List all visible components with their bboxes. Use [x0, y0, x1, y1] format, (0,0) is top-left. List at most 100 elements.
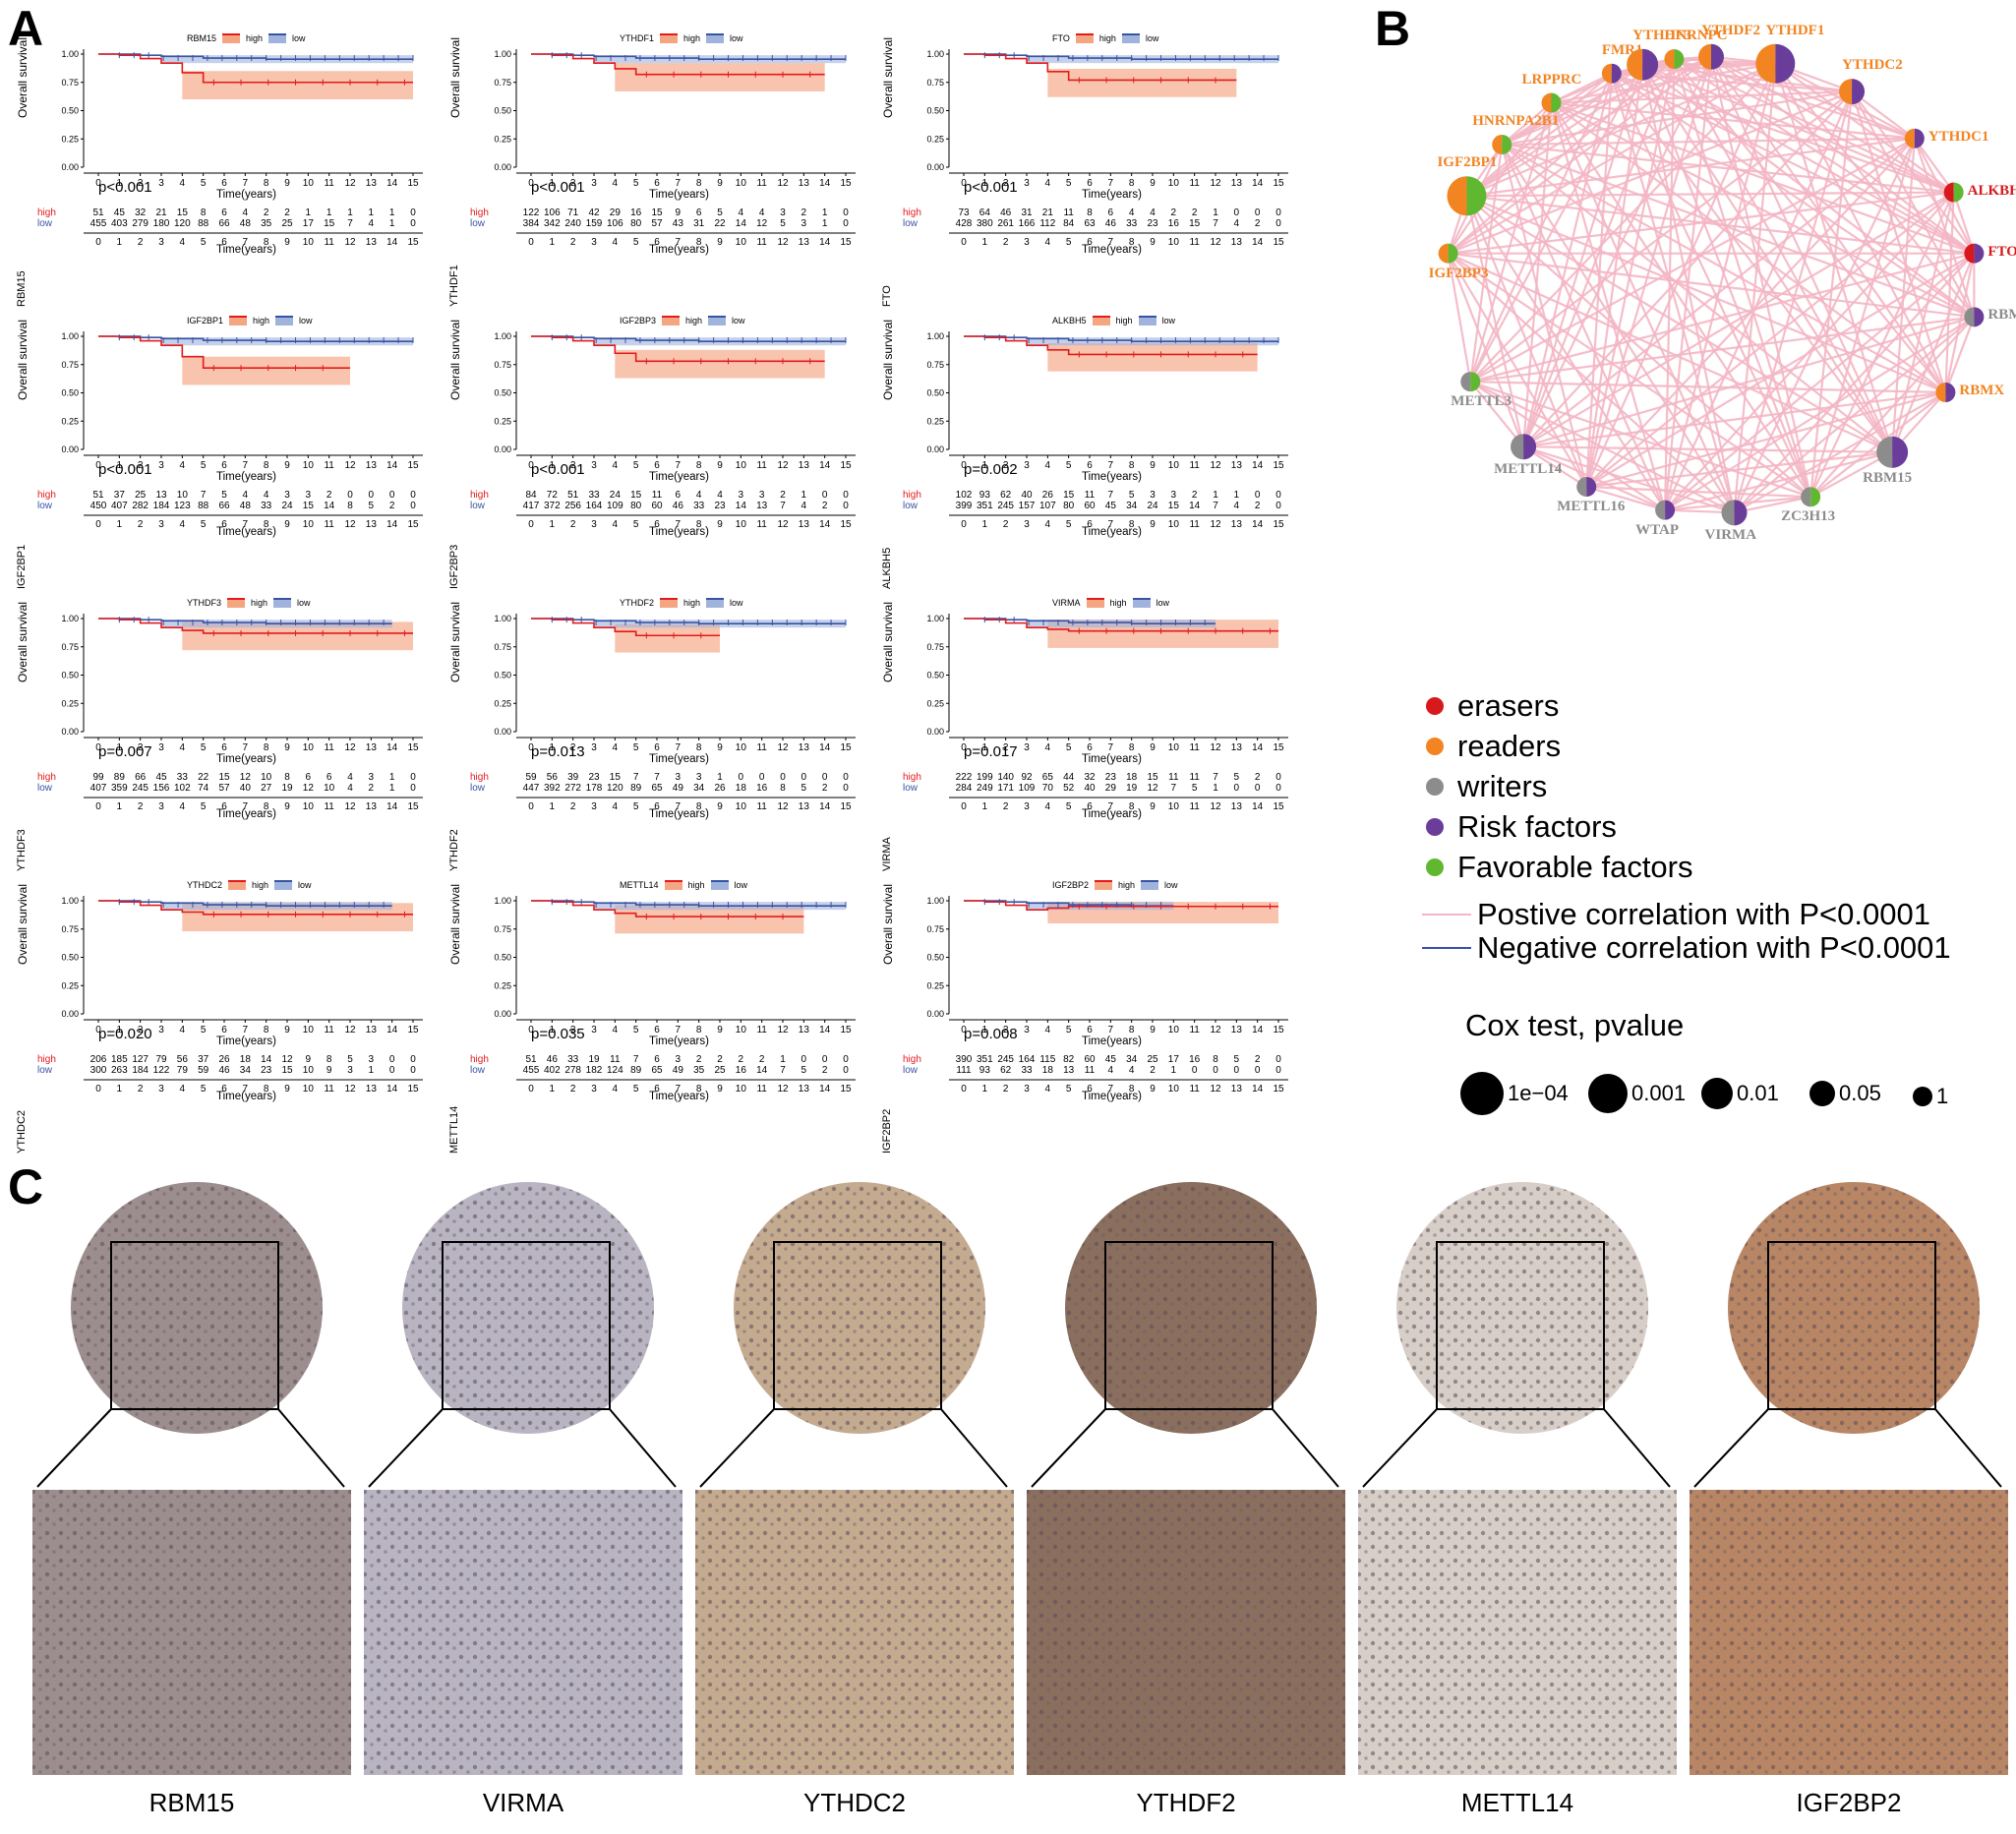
y-tick-label: 0.75 — [61, 924, 79, 934]
risk-low-count: 74 — [198, 783, 209, 794]
risk-low-count: 0 — [1275, 218, 1281, 229]
risk-low-count: 22 — [714, 218, 726, 229]
risk-x-tick-label: 15 — [407, 1084, 419, 1094]
risk-high-count: 8 — [326, 1054, 332, 1065]
risk-low-count: 249 — [976, 783, 993, 794]
ihc-column-ythdf2: YTHDF2 — [1024, 1170, 1348, 1829]
risk-high-count: 39 — [567, 772, 579, 783]
legend-low-swatch — [1141, 880, 1159, 890]
risk-low-count: 403 — [110, 218, 128, 229]
risk-x-tick-label: 8 — [696, 1084, 702, 1094]
x-tick-label: 8 — [696, 178, 702, 189]
risk-high-count: 10 — [261, 772, 272, 783]
node-risk-half — [1974, 243, 1985, 264]
positive-correlation-edge — [1913, 138, 1955, 194]
risk-high-count: 8 — [1213, 1054, 1218, 1065]
risk-high-count: 11 — [1063, 207, 1074, 218]
positive-correlation-edge — [1551, 89, 1853, 104]
risk-x-tick-label: 12 — [344, 801, 356, 812]
x-tick-label: 1 — [982, 460, 988, 471]
y-tick-label: 1.00 — [926, 896, 944, 906]
positive-correlation-edge — [1550, 101, 1812, 498]
risk-low-count: 0 — [843, 1065, 849, 1076]
legend-high-label: high — [253, 316, 270, 325]
km-y-label: Overall survival — [881, 319, 895, 400]
km-x-label: Time(years) — [1082, 471, 1142, 483]
risk-x-tick-label: 12 — [344, 1084, 356, 1094]
risk-high-count: 0 — [800, 772, 807, 783]
risk-high-count: 73 — [958, 207, 970, 218]
risk-low-count: 0 — [1254, 1065, 1261, 1076]
risk-x-label: Time(years) — [1082, 526, 1142, 538]
risk-low-count: 34 — [239, 1065, 251, 1076]
risk-x-tick-label: 13 — [799, 519, 810, 530]
km-x-label: Time(years) — [649, 471, 709, 483]
risk-x-tick-label: 0 — [95, 1084, 101, 1094]
risk-high-count: 115 — [1039, 1054, 1056, 1065]
risk-high-count: 2 — [717, 1054, 723, 1065]
legend-low-swatch — [1132, 598, 1151, 608]
x-tick-label: 6 — [654, 460, 660, 471]
risk-low-count: 300 — [89, 1065, 107, 1076]
risk-low-count: 12 — [302, 783, 314, 794]
risk-high-count: 84 — [525, 490, 537, 501]
positive-correlation-edge — [1611, 72, 1955, 194]
risk-low-count: 407 — [110, 501, 128, 511]
node-role-half — [1541, 92, 1552, 113]
risk-high-count: 1 — [347, 207, 353, 218]
risk-low-count: 0 — [410, 501, 416, 511]
risk-low-count: 124 — [606, 1065, 623, 1076]
risk-high-count: 7 — [654, 772, 660, 783]
risk-low-count: 35 — [261, 218, 272, 229]
y-tick-label: 0.50 — [494, 953, 511, 963]
x-tick-label: 12 — [1210, 742, 1221, 753]
zoom-line-right — [609, 1408, 677, 1488]
risk-x-tick-label: 9 — [284, 1084, 290, 1094]
x-tick-label: 6 — [221, 742, 227, 753]
legend-correlation-line — [1422, 914, 1471, 916]
positive-correlation-edge — [1673, 58, 1947, 393]
risk-high-count: 0 — [388, 1054, 395, 1065]
y-tick-label: 0.00 — [494, 444, 511, 454]
cox-size-label: 1 — [1936, 1084, 1949, 1108]
risk-low-count: 171 — [997, 783, 1014, 794]
positive-correlation-edge — [1470, 381, 1946, 394]
risk-low-count: 417 — [522, 501, 540, 511]
km-legend: IGF2BP3 high low — [620, 316, 745, 325]
risk-low-count: 84 — [1063, 218, 1075, 229]
positive-correlation-edge — [1501, 144, 1946, 393]
risk-x-tick-label: 11 — [324, 237, 334, 248]
risk-x-tick-label: 7 — [1108, 801, 1114, 812]
risk-axis-svg: 0 1 2 3 4 5 6 7 8 9 10 11 12 13 14 15 — [84, 1079, 423, 1094]
high-ci-band — [182, 71, 413, 99]
risk-x-tick-label: 7 — [676, 519, 682, 530]
risk-x-tick-label: 5 — [633, 1084, 639, 1094]
x-tick-label: 15 — [1273, 178, 1284, 189]
x-tick-label: 2 — [1003, 1025, 1009, 1035]
risk-x-tick-label: 10 — [736, 237, 747, 248]
legend-category-dot — [1426, 858, 1444, 876]
risk-x-tick-label: 5 — [1066, 237, 1072, 248]
risk-high-count: 82 — [1063, 1054, 1075, 1065]
positive-correlation-edge — [1664, 316, 1975, 511]
km-legend: YTHDC2 high low — [187, 880, 312, 890]
risk-low-label: low — [903, 783, 919, 794]
x-tick-label: 1 — [117, 742, 123, 753]
risk-low-count: 48 — [239, 218, 251, 229]
risk-high-label: high — [37, 1054, 56, 1065]
node-label-alkbh5: ALKBH5 — [1967, 182, 2016, 199]
risk-x-tick-label: 13 — [799, 1084, 810, 1094]
x-tick-label: 3 — [1024, 742, 1030, 753]
x-tick-label: 11 — [324, 742, 334, 753]
y-tick-label: 0.25 — [61, 416, 79, 426]
risk-x-tick-label: 5 — [201, 801, 207, 812]
zoom-line-right — [277, 1408, 345, 1488]
risk-x-tick-label: 15 — [407, 237, 419, 248]
cox-size-item: 0.001 — [1588, 1074, 1686, 1113]
x-tick-label: 14 — [819, 742, 831, 753]
legend-category: readers — [1426, 729, 1561, 764]
x-tick-label: 10 — [736, 178, 747, 189]
risk-x-tick-label: 14 — [386, 801, 398, 812]
legend-category: Favorable factors — [1426, 850, 1693, 885]
risk-high-count: 92 — [1021, 772, 1033, 783]
